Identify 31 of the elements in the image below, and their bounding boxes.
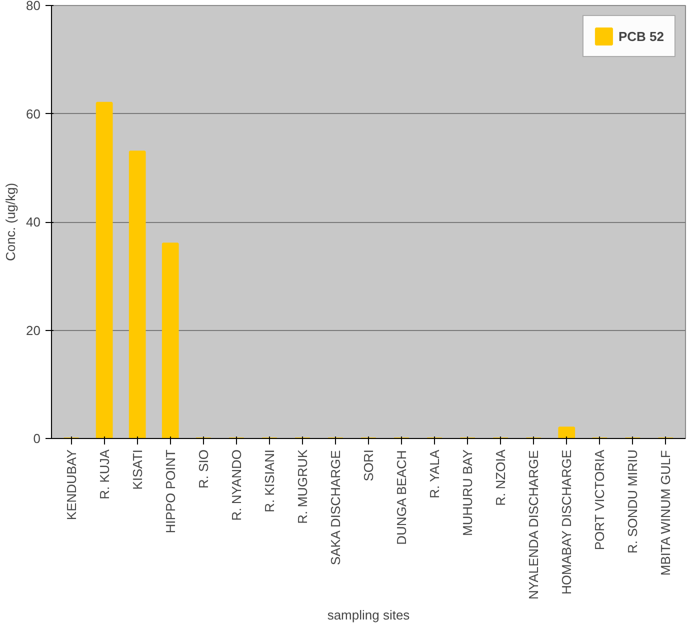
x-tick-label: R. MUGRUK (294, 449, 310, 524)
x-tick-label: HIPPO POINT (162, 449, 178, 534)
y-axis-title: Conc. (ug/kg) (3, 182, 18, 262)
x-tick-label: MUHURU BAY (460, 449, 476, 536)
x-tick-label: NYALENDA DISCHARGE (526, 450, 542, 600)
y-tick-label: 20 (26, 322, 41, 338)
bar (162, 242, 179, 438)
x-tick-label: R. YALA (427, 449, 442, 498)
x-tick-label: KISATI (130, 449, 145, 490)
x-tick-label: R. NYANDO (228, 450, 244, 521)
bar (128, 150, 146, 438)
bar (558, 426, 576, 438)
y-tick-label: 80 (26, 0, 41, 13)
legend-label: PCB 52 (618, 28, 664, 44)
y-tick-label: 0 (33, 431, 41, 446)
x-axis-title: sampling sites (327, 608, 410, 623)
y-tick-label: 40 (26, 214, 41, 230)
x-tick-label: R. KUJA (96, 449, 112, 500)
x-tick-label: DUNGA BEACH (394, 450, 410, 545)
x-tick-label: HOMABAY DISCHARGE (559, 449, 574, 594)
x-tick-label: R. SIO (196, 449, 211, 489)
bar (96, 102, 113, 438)
x-tick-label: R. NZOIA (493, 449, 508, 506)
x-tick-label: PORT VICTORIA (592, 449, 608, 550)
x-tick-label: MBITA WINUM GULF (658, 450, 674, 576)
x-tick-label: SAKA DISCHARGE (328, 450, 343, 566)
x-tick-label: KENDUBAY (64, 449, 79, 520)
x-tick-label: R. KISIANI (262, 449, 277, 512)
x-tick-label: SORI (361, 449, 376, 482)
y-tick-label: 60 (26, 106, 41, 122)
x-tick-label: R. SONDU MIRIU (625, 450, 640, 554)
